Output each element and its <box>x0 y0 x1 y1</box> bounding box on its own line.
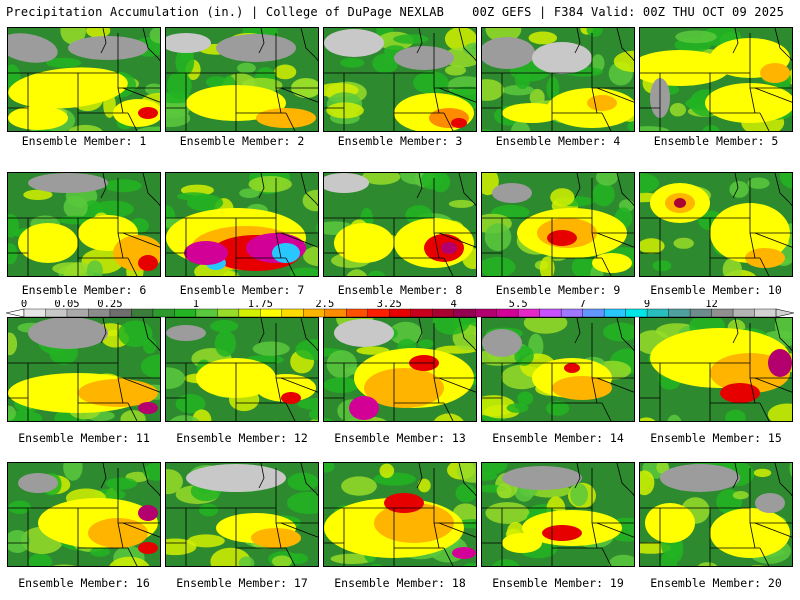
colorbar-swatch <box>238 308 261 318</box>
colorbar-swatch <box>303 308 326 318</box>
member-label-2: Ensemble Member: 2 <box>179 134 305 148</box>
member-map-11 <box>7 317 161 422</box>
colorbar-swatch <box>66 308 89 318</box>
member-label-13: Ensemble Member: 13 <box>334 431 466 445</box>
colorbar-swatch <box>496 308 519 318</box>
member-map-9 <box>481 172 635 277</box>
colorbar-tick-label: 4 <box>451 300 457 310</box>
colorbar-swatch <box>689 308 713 318</box>
colorbar-left-arrow <box>6 308 25 318</box>
colorbar-swatch <box>668 308 691 318</box>
colorbar-swatch <box>45 308 68 318</box>
colorbar-swatch <box>560 308 584 318</box>
colorbar-tick-label: 0.25 <box>97 300 122 310</box>
member-label-1: Ensemble Member: 1 <box>21 134 147 148</box>
colorbar-tick-label: 0.05 <box>54 300 79 310</box>
colorbar-swatch <box>582 308 605 318</box>
member-label-19: Ensemble Member: 19 <box>492 576 624 590</box>
colorbar-swatch <box>539 308 562 318</box>
member-label-11: Ensemble Member: 11 <box>18 431 150 445</box>
colorbar-swatch <box>646 308 670 318</box>
colorbar-swatch <box>711 308 734 318</box>
member-label-4: Ensemble Member: 4 <box>495 134 621 148</box>
colorbar-swatch <box>517 308 541 318</box>
colorbar-swatch <box>754 308 777 318</box>
member-label-15: Ensemble Member: 15 <box>650 431 782 445</box>
colorbar-swatch <box>217 308 240 318</box>
member-map-1 <box>7 27 161 132</box>
colorbar-swatch <box>603 308 627 318</box>
member-map-6 <box>7 172 161 277</box>
colorbar-tick-label: 1.75 <box>248 300 273 310</box>
colorbar-swatch <box>453 308 476 318</box>
member-label-18: Ensemble Member: 18 <box>334 576 466 590</box>
member-map-7 <box>165 172 319 277</box>
colorbar-swatch <box>109 308 132 318</box>
member-map-2 <box>165 27 319 132</box>
colorbar-swatch <box>625 308 648 318</box>
member-map-5 <box>639 27 793 132</box>
member-map-10 <box>639 172 793 277</box>
colorbar-tick-label: 3.25 <box>377 300 402 310</box>
colorbar-swatch <box>88 308 111 318</box>
colorbar-swatch <box>346 308 369 318</box>
colorbar-swatch <box>432 308 455 318</box>
colorbar-swatch <box>410 308 433 318</box>
colorbar-swatch <box>367 308 390 318</box>
colorbar-tick-label: 7 <box>579 300 585 310</box>
colorbar-swatch <box>23 308 46 318</box>
colorbar-tick-label: 5.5 <box>509 300 528 310</box>
member-map-4 <box>481 27 635 132</box>
member-label-8: Ensemble Member: 8 <box>337 283 463 297</box>
colorbar-swatch <box>260 308 283 318</box>
colorbar-swatch <box>195 308 218 318</box>
colorbar-tick-label: 12 <box>705 300 718 310</box>
run-info: 00Z GEFS | F384 Valid: 00Z THU OCT 09 20… <box>472 5 784 19</box>
member-label-12: Ensemble Member: 12 <box>176 431 308 445</box>
member-map-16 <box>7 462 161 567</box>
member-label-5: Ensemble Member: 5 <box>653 134 779 148</box>
member-map-15 <box>639 317 793 422</box>
colorbar: 0 0.05 0.25 1 1.75 2.5 3.25 4 5.5 7 9 12 <box>6 300 794 318</box>
colorbar-swatch <box>475 308 498 318</box>
member-label-10: Ensemble Member: 10 <box>650 283 782 297</box>
page-title: Precipitation Accumulation (in.) | Colle… <box>6 5 445 19</box>
colorbar-swatch <box>324 308 347 318</box>
member-map-18 <box>323 462 477 567</box>
colorbar-tick-label: 1 <box>193 300 199 310</box>
member-map-19 <box>481 462 635 567</box>
member-map-12 <box>165 317 319 422</box>
member-map-20 <box>639 462 793 567</box>
colorbar-swatch <box>152 308 175 318</box>
member-label-7: Ensemble Member: 7 <box>179 283 305 297</box>
member-label-20: Ensemble Member: 20 <box>650 576 782 590</box>
member-map-17 <box>165 462 319 567</box>
member-label-3: Ensemble Member: 3 <box>337 134 463 148</box>
colorbar-tick-label: 2.5 <box>315 300 334 310</box>
colorbar-tick-label: 0 <box>21 300 27 310</box>
member-label-17: Ensemble Member: 17 <box>176 576 308 590</box>
colorbar-right-arrow <box>775 308 794 318</box>
member-map-3 <box>323 27 477 132</box>
member-label-14: Ensemble Member: 14 <box>492 431 624 445</box>
member-map-8 <box>323 172 477 277</box>
colorbar-swatch <box>732 308 756 318</box>
colorbar-swatch <box>131 308 154 318</box>
colorbar-swatch <box>174 308 197 318</box>
member-label-16: Ensemble Member: 16 <box>18 576 150 590</box>
member-map-13 <box>323 317 477 422</box>
member-label-6: Ensemble Member: 6 <box>21 283 147 297</box>
colorbar-tick-label: 9 <box>644 300 650 310</box>
member-label-9: Ensemble Member: 9 <box>495 283 621 297</box>
colorbar-swatch <box>389 308 412 318</box>
colorbar-swatch <box>281 308 304 318</box>
member-map-14 <box>481 317 635 422</box>
